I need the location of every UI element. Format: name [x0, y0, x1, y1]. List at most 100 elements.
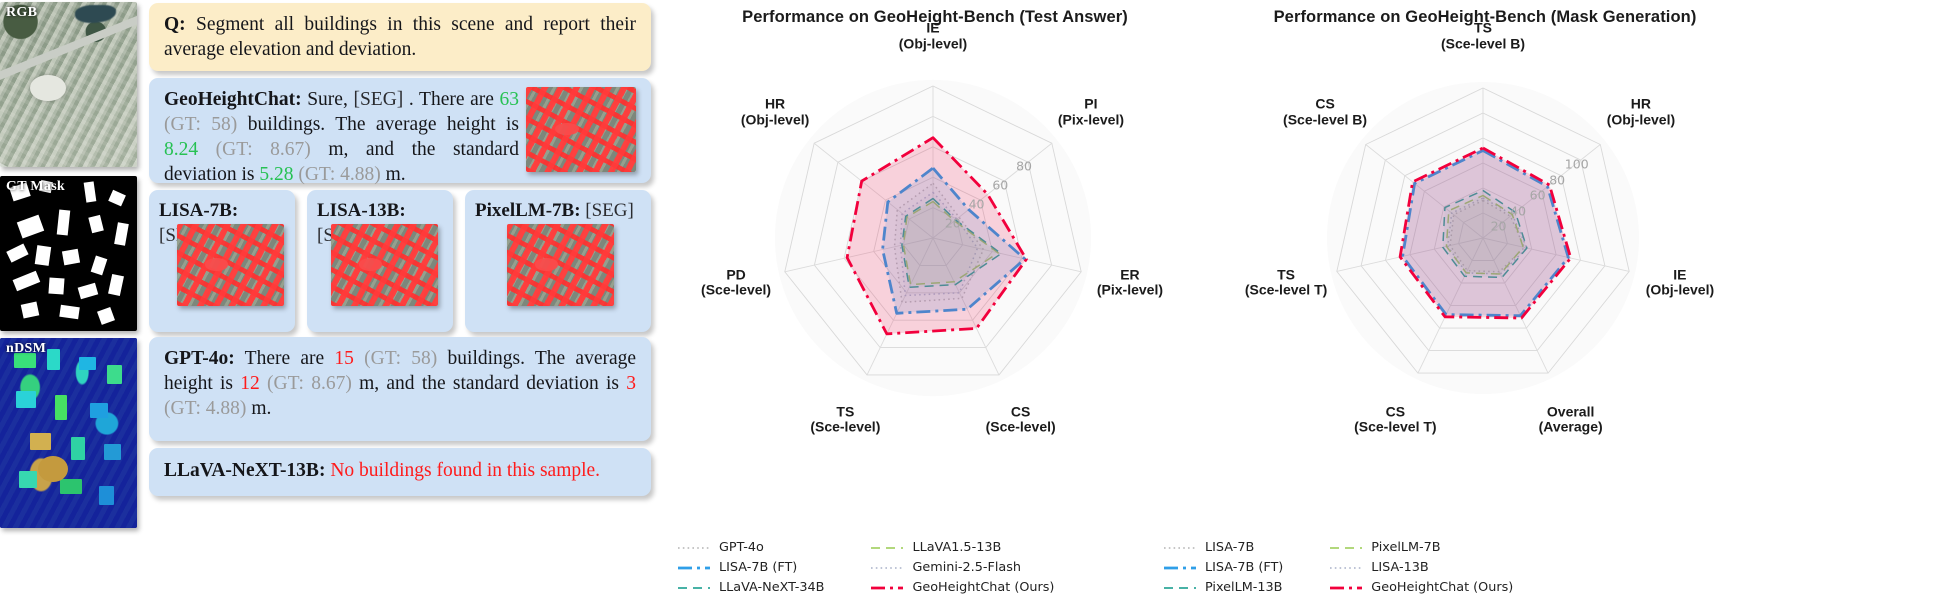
legend-item-lisa-7b-ft[interactable]: LISA-7B (FT): [1163, 560, 1283, 575]
lisa-7b-segmentation-thumb: [177, 224, 284, 306]
pixellm-7b-seg: [SEG]: [585, 200, 634, 221]
legend-label: PixelLM-13B: [1205, 580, 1283, 595]
axis-label-sub: (Sce-level): [810, 418, 881, 435]
legend-item-lisa-13b[interactable]: LISA-13B: [1329, 560, 1513, 575]
llava-next-13b-text: LLaVA-NeXT-13B: No buildings found in th…: [164, 458, 636, 483]
llava-next-13b-speaker: LLaVA-NeXT-13B:: [164, 460, 326, 481]
geoheightchat-answer-bubble: GeoHeightChat: Sure, [SEG] . There are 6…: [149, 78, 651, 185]
legend-swatch: [871, 566, 904, 569]
legend-item-llava1-5-13b[interactable]: LLaVA1.5-13B: [870, 540, 1054, 555]
axis-label-sub: (Obj-level): [740, 111, 810, 128]
thumbnail-rgb: RGB: [0, 2, 137, 167]
gpt4o-part2: buildings. The average height is: [164, 348, 637, 394]
axis-label-cs-6: CS (Sce-level B): [1283, 95, 1368, 128]
thumbnail-label-gt-mask: GT Mask: [6, 179, 66, 194]
rgb-water-body: [75, 5, 117, 24]
axis-label-name: TS: [1474, 19, 1492, 36]
gh-part5: m.: [385, 164, 406, 185]
question-bubble: Q: Segment all buildings in this scene a…: [149, 3, 651, 71]
geoheightchat-segmentation-thumb: [526, 87, 636, 172]
axis-label-sub: (Sce-level): [985, 418, 1056, 435]
legend-item-gemini-2-5-flash[interactable]: Gemini-2.5-Flash: [870, 560, 1054, 575]
radial-tick-100: 100: [1564, 156, 1589, 172]
axis-label-ts-4: TS (Sce-level): [810, 404, 880, 435]
gh-part2: . There are: [408, 89, 494, 110]
axis-label-hr-1: HR (Obj-level): [1606, 95, 1676, 128]
lisa-13b-segmentation-thumb: [331, 224, 438, 306]
lisa-7b-overlay-image: [177, 224, 284, 306]
legend-swatch: [678, 546, 710, 549]
thumbnail-label-rgb: RGB: [6, 5, 38, 20]
axis-label-sub: (Pix-level): [1096, 281, 1163, 298]
axis-label-name: HR: [764, 95, 786, 112]
thumbnail-label-ndsm: nDSM: [6, 341, 47, 356]
thumbnail-ndsm: nDSM: [0, 338, 137, 528]
gt-mask-image: [0, 176, 137, 331]
axis-label-sub: (Obj-level): [1645, 281, 1715, 298]
question-prefix: Q:: [164, 14, 186, 35]
geoheightchat-answer-text: GeoHeightChat: Sure, [SEG] . There are 6…: [164, 87, 519, 187]
legend-item-geoheightchat-ours[interactable]: GeoHeightChat (Ours): [870, 580, 1054, 595]
chart2-title: Performance on GeoHeight-Bench (Mask Gen…: [1273, 8, 1697, 26]
axis-label-ie-2: IE (Obj-level): [1646, 267, 1714, 298]
pixellm-7b-overlay-image: [507, 224, 614, 306]
legend-label: Gemini-2.5-Flash: [912, 560, 1022, 575]
axis-label-sub: (Sce-level T): [1244, 281, 1328, 298]
legend-swatch: [1164, 546, 1196, 549]
chart1-legend: GPT-4o LLaVA1.5-13B LISA-7B (FT) Gemini-2.5…: [677, 540, 1054, 595]
axis-label-cs-4: CS (Sce-level T): [1354, 404, 1436, 435]
legend-label: LISA-7B: [1205, 540, 1255, 555]
gh-part4: m, and the standard deviation is: [164, 139, 520, 185]
seg-token: [SEG]: [353, 89, 404, 110]
axis-label-name: Overall: [1546, 403, 1595, 420]
gh-building-count: 63: [499, 89, 520, 110]
axis-label-er-2: ER (Pix-level): [1097, 267, 1163, 298]
axis-label-sub: (Sce-level B): [1283, 111, 1368, 128]
legend-swatch: [871, 546, 904, 549]
axis-label-sub: (Obj-level): [898, 35, 968, 51]
pixellm-7b-speaker: PixelLM-7B:: [475, 200, 581, 221]
axis-label-name: ER: [1120, 266, 1140, 283]
legend-swatch: [678, 566, 710, 569]
radial-tick-40: 40: [1510, 203, 1527, 219]
geoheightchat-speaker: GeoHeightChat:: [164, 89, 302, 110]
legend-item-pixellm-13b[interactable]: PixelLM-13B: [1163, 580, 1283, 595]
legend-item-lisa-7b[interactable]: LISA-7B: [1163, 540, 1283, 555]
axis-label-sub: (Sce-level B): [1440, 35, 1526, 51]
rgb-dome-building: [30, 74, 66, 101]
axis-label-name: HR: [1630, 95, 1652, 112]
legend-item-llava-next-34b[interactable]: LLaVA-NeXT-34B: [677, 580, 824, 595]
legend-label: LISA-13B: [1371, 560, 1429, 575]
gpt4o-avg-height-gt: (GT: 8.67): [267, 373, 352, 394]
gpt4o-part1: There are: [244, 348, 325, 369]
legend-item-geoheightchat-ours[interactable]: GeoHeightChat (Ours): [1329, 580, 1513, 595]
radial-tick-40: 40: [968, 196, 985, 212]
pixellm-7b-bubble: PixelLM-7B: [SEG]: [465, 190, 651, 332]
lisa-7b-segmented-dome: [204, 258, 229, 271]
gh-part3: buildings. The average height is: [247, 114, 520, 135]
legend-item-gpt-4o[interactable]: GPT-4o: [677, 540, 824, 555]
legend-item-lisa-7b-ft[interactable]: LISA-7B (FT): [677, 560, 824, 575]
legend-item-pixellm-7b[interactable]: PixelLM-7B: [1329, 540, 1513, 555]
legend-swatch: [1330, 566, 1363, 569]
axis-label-cs-3: CS (Sce-level): [986, 404, 1056, 435]
legend-swatch: [1164, 566, 1196, 569]
legend-swatch: [871, 586, 904, 589]
legend-label: LISA-7B (FT): [719, 560, 798, 575]
llava-next-13b-answer: No buildings found in this sample.: [330, 460, 601, 481]
radial-tick-80: 80: [1549, 172, 1566, 188]
radial-tick-60: 60: [992, 177, 1009, 193]
gpt4o-text: GPT-4o: There are 15 (GT: 58) buildings.…: [164, 346, 636, 421]
lisa-13b-speaker: LISA-13B:: [317, 200, 406, 221]
axis-label-name: CS: [1315, 95, 1335, 112]
gh-building-count-gt: (GT: 58): [164, 114, 238, 135]
pixellm-7b-header: PixelLM-7B: [SEG]: [475, 198, 641, 223]
axis-label-ts-0: TS (Sce-level B): [1440, 19, 1526, 52]
axis-label-sub: (Obj-level): [1606, 111, 1676, 128]
axis-label-name: IE: [926, 19, 940, 36]
gpt4o-speaker: GPT-4o:: [164, 348, 235, 369]
gpt4o-building-count-gt: (GT: 58): [364, 348, 438, 369]
legend-label: GeoHeightChat (Ours): [1371, 580, 1514, 595]
radial-tick-20: 20: [1490, 218, 1507, 234]
axis-label-hr-6: HR (Obj-level): [740, 95, 810, 128]
